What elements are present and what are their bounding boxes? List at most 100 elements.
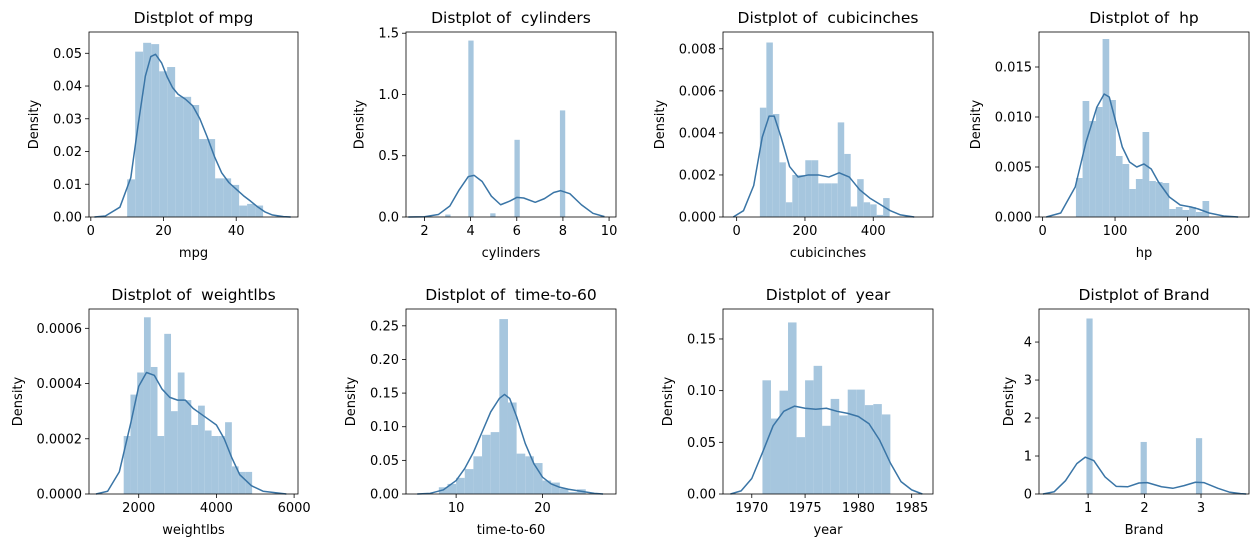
histogram-bar <box>772 113 780 217</box>
histogram-bar <box>215 178 224 217</box>
histogram-bar <box>159 71 168 217</box>
x-tick-label: 2 <box>420 224 428 239</box>
x-axis-label: hp <box>1136 246 1153 261</box>
histogram-bar <box>225 422 232 494</box>
histogram-bar <box>164 333 172 494</box>
histogram-bar <box>223 178 232 217</box>
histogram-bar <box>191 424 199 494</box>
histogram-bar <box>514 139 520 217</box>
histogram-bar <box>1195 212 1203 217</box>
y-tick-label: 0.005 <box>995 161 1032 176</box>
histogram-bar <box>490 432 500 494</box>
histogram-bar <box>218 436 226 494</box>
histogram-bar <box>1162 183 1170 217</box>
histogram-bar <box>831 183 838 217</box>
x-axis-label: weightlbs <box>162 523 225 538</box>
y-axis-label: Density <box>11 376 26 426</box>
y-tick-label: 1.5 <box>378 27 399 42</box>
histogram-bar <box>798 174 806 217</box>
histogram-bar <box>231 184 240 217</box>
histogram-bar <box>1175 207 1183 217</box>
subplot-title: Distplot of hp <box>1089 9 1198 27</box>
x-tick-label: 200 <box>793 224 818 239</box>
histogram-bar <box>796 437 806 494</box>
y-tick-label: 0.04 <box>53 80 82 95</box>
axes-frame <box>1038 31 1250 218</box>
histogram-bar <box>824 183 832 217</box>
x-tick-label: 10 <box>448 501 465 516</box>
y-tick-label: 0.03 <box>53 112 82 127</box>
histogram-bar <box>766 42 773 217</box>
histogram-bar <box>870 204 877 217</box>
histogram-bar <box>837 122 845 217</box>
x-tick-label: 2 <box>1140 501 1148 516</box>
kde-line <box>732 115 915 218</box>
subplot-2: 2 4 6 8 10 0.0 0.5 1.0 1.5 Distplot of cylinders c… <box>352 9 617 261</box>
histogram-bar <box>792 174 799 217</box>
x-tick-label: 4000 <box>200 501 233 516</box>
histogram-bar <box>822 425 831 494</box>
histogram-bar <box>143 317 151 494</box>
x-tick-label: 100 <box>1103 224 1128 239</box>
histogram-bar <box>151 44 160 217</box>
histogram-bar <box>1182 210 1190 217</box>
histogram-bar <box>516 453 526 494</box>
histogram-bar <box>850 206 858 217</box>
axes-frame <box>1038 308 1250 495</box>
subplot-title: Distplot of weightlbs <box>111 286 275 304</box>
kde-line <box>408 174 605 218</box>
x-tick-label: 40 <box>228 224 245 239</box>
histogram-bar <box>468 40 474 218</box>
histogram-bar <box>813 365 823 494</box>
histogram-bar <box>177 372 185 494</box>
y-tick-label: 0.00 <box>53 211 82 226</box>
x-tick-label: 8 <box>559 224 567 239</box>
histogram-bar <box>1122 164 1130 217</box>
y-tick-label: 0.05 <box>370 454 399 469</box>
kde-line <box>94 53 291 218</box>
histogram-bar <box>788 322 797 494</box>
subplot-title: Distplot of cylinders <box>431 9 591 27</box>
x-tick-label: 1985 <box>895 501 928 516</box>
histogram-bar <box>559 488 569 494</box>
histogram-bar <box>1102 39 1110 217</box>
y-tick-label: 0.0002 <box>37 432 83 447</box>
y-tick-label: 0.00 <box>370 488 399 503</box>
histogram-bar <box>542 480 552 494</box>
histogram-bar <box>762 380 771 494</box>
y-tick-label: 0.010 <box>995 111 1032 126</box>
x-tick-label: 0 <box>733 224 741 239</box>
histogram-bar <box>779 390 789 494</box>
histogram-bar <box>482 434 491 494</box>
histogram-bar <box>1086 318 1093 494</box>
histogram-bar <box>191 105 200 217</box>
histogram-bar <box>863 202 871 217</box>
y-tick-label: 0.0000 <box>37 488 83 503</box>
histogram-bar <box>447 483 457 494</box>
x-tick-label: 20 <box>155 224 172 239</box>
x-tick-label: 200 <box>1175 224 1200 239</box>
histogram-bar <box>207 139 216 217</box>
x-tick-label: 400 <box>861 224 886 239</box>
y-axis-label: Density <box>653 99 668 149</box>
x-tick-label: 4 <box>466 224 474 239</box>
x-axis-label: time-to-60 <box>477 523 546 538</box>
histogram-bar <box>183 96 192 217</box>
axes-frame <box>88 31 299 218</box>
histogram-bar <box>167 67 176 217</box>
histogram-bar <box>184 400 192 494</box>
y-tick-label: 0.10 <box>370 420 399 435</box>
x-tick-label: 1970 <box>735 501 768 516</box>
y-tick-label: 0.006 <box>679 84 716 99</box>
histogram-bar <box>239 205 248 217</box>
histogram-bar <box>247 203 256 217</box>
axes-frame <box>722 308 934 495</box>
x-tick-label: 1980 <box>842 501 875 516</box>
histogram-bar <box>1129 189 1136 217</box>
x-axis-label: cubicinches <box>790 246 867 261</box>
histogram-bar <box>876 214 884 217</box>
histogram-bar <box>507 402 517 494</box>
histogram-bar <box>130 394 138 494</box>
y-tick-label: 0.000 <box>995 211 1032 226</box>
